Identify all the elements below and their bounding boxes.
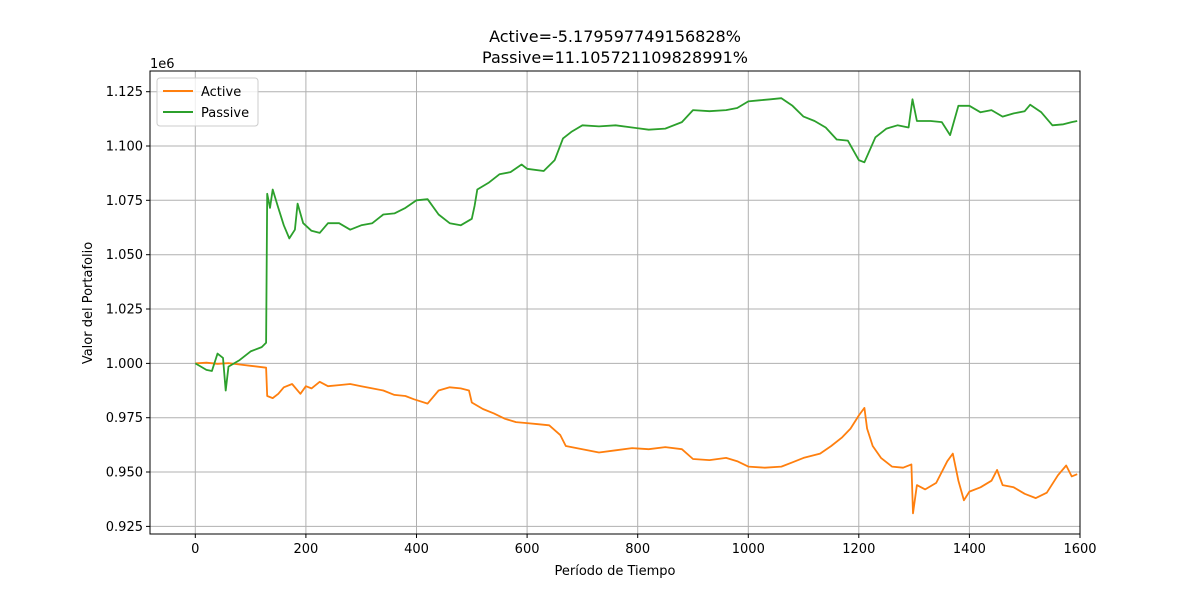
x-tick-label: 1400 [953, 542, 986, 557]
y-tick-label: 1.025 [106, 303, 143, 318]
x-axis-title: Período de Tiempo [554, 564, 675, 579]
series-line-active [195, 361, 1078, 515]
x-tick-label: 0 [191, 542, 199, 557]
series-lines [194, 97, 1078, 515]
y-tick-label: 0.925 [106, 520, 143, 535]
chart-title-line-2: Passive=11.105721109828991% [482, 48, 748, 67]
x-tick-label: 400 [404, 542, 429, 557]
x-tick-label: 800 [625, 542, 650, 557]
y-tick-label: 1.000 [106, 357, 143, 372]
y-tick-label: 0.975 [106, 411, 143, 426]
y-axis-ticks: 0.925 0.950 0.975 1.000 1.025 1.050 1.075 1.100… [106, 85, 150, 535]
legend-label-passive: Passive [201, 106, 249, 121]
x-tick-label: 1600 [1063, 542, 1096, 557]
x-tick-label: 600 [515, 542, 540, 557]
x-tick-label: 1000 [732, 542, 765, 557]
y-axis-title: Valor del Portafolio [81, 242, 96, 364]
y-tick-label: 1.050 [106, 248, 143, 263]
chart-title-line-1: Active=-5.179597749156828% [489, 27, 741, 46]
y-tick-label: 1.100 [106, 140, 143, 155]
legend: Active Passive [156, 77, 259, 127]
y-offset-label: 1e6 [150, 57, 175, 72]
series-line-passive [194, 97, 1078, 392]
x-tick-label: 200 [293, 542, 318, 557]
y-tick-label: 0.950 [106, 466, 143, 481]
y-tick-label: 1.075 [106, 194, 143, 209]
legend-label-active: Active [201, 85, 241, 100]
plot-area-frame [149, 70, 1081, 535]
x-axis-ticks: 0 200 400 600 800 1000 1200 1400 1600 [191, 534, 1097, 557]
y-tick-label: 1.125 [106, 85, 143, 100]
x-tick-label: 1200 [842, 542, 875, 557]
